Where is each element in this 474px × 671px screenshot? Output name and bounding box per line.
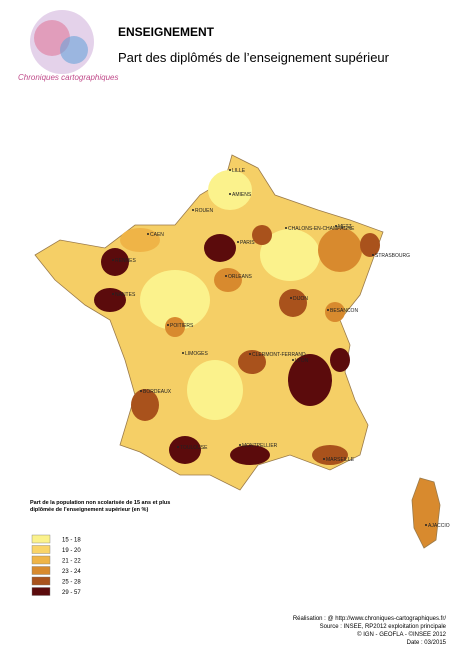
credit: Date : 03/2015 xyxy=(407,640,447,646)
credits: Réalisation : @ http://www.chroniques-ca… xyxy=(293,616,447,646)
legend: Part de la population non scolarisée de … xyxy=(30,500,171,596)
city-label: NANTES xyxy=(115,292,136,298)
city-dot xyxy=(229,169,231,171)
city-dot xyxy=(167,324,169,326)
city-dot xyxy=(249,353,251,355)
legend-swatch xyxy=(31,534,51,544)
title: ENSEIGNEMENT xyxy=(118,25,215,39)
city-dot xyxy=(323,458,325,460)
city-label: BESANCON xyxy=(330,308,358,314)
logo-text: Chroniques cartographiques xyxy=(18,73,119,82)
city-label: BORDEAUX xyxy=(143,389,172,395)
map xyxy=(34,154,441,549)
city-dot xyxy=(147,233,149,235)
city-dot xyxy=(229,193,231,195)
city-dot xyxy=(177,446,179,448)
city-dot xyxy=(290,297,292,299)
legend-label: 15 - 18 xyxy=(62,538,81,544)
city-dot xyxy=(112,293,114,295)
city-dot xyxy=(285,227,287,229)
legend-swatch xyxy=(31,576,51,586)
city-label: LIMOGES xyxy=(185,351,208,357)
legend-label: 21 - 22 xyxy=(62,559,81,565)
city-dot xyxy=(425,524,427,526)
city-dot xyxy=(192,209,194,211)
city-label: RENNES xyxy=(115,258,137,264)
city-label: TOULOUSE xyxy=(180,445,208,451)
city-dot xyxy=(292,359,294,361)
city-label: MONTPELLIER xyxy=(242,443,278,449)
city-dot xyxy=(112,259,114,261)
legend-swatch xyxy=(31,555,51,565)
city-label: AJACCIO xyxy=(428,523,450,529)
city-labels: LILLE AMIENS ROUEN CAEN CHALONS-EN-CHAMPAGNE… xyxy=(112,168,450,529)
legend-swatch xyxy=(31,587,51,596)
city-dot xyxy=(140,390,142,392)
city-dot xyxy=(182,352,184,354)
subtitle: Part des diplômés de l’enseignement supé… xyxy=(118,50,390,65)
city-label: LILLE xyxy=(232,168,246,174)
legend-label: 23 - 24 xyxy=(62,569,81,575)
city-label: POITIERS xyxy=(170,323,194,329)
credit: Source : INSEE, RP2012 exploitation prin… xyxy=(320,624,447,630)
legend-title: Part de la population non scolarisée de … xyxy=(30,500,171,513)
legend-swatch xyxy=(31,566,51,575)
city-label: AMIENS xyxy=(232,192,252,198)
city-label: CHALONS-EN-CHAMPAGNE xyxy=(288,226,355,232)
legend-label: 25 - 28 xyxy=(62,580,81,586)
city-label: ORLEANS xyxy=(228,274,253,280)
credit: Réalisation : @ http://www.chroniques-ca… xyxy=(293,616,446,622)
city-dot xyxy=(335,225,337,227)
legend-items: 15 - 18 19 - 20 21 - 22 23 - 24 25 - 28 29 - … xyxy=(31,534,81,596)
city-label: STRASBOURG xyxy=(375,253,410,259)
city-label: ROUEN xyxy=(195,208,213,214)
city-dot xyxy=(372,254,374,256)
legend-swatch xyxy=(31,545,51,554)
city-dot xyxy=(239,444,241,446)
city-label: CLERMONT-FERRAND xyxy=(252,352,306,358)
legend-label: 19 - 20 xyxy=(62,548,81,554)
city-dot xyxy=(225,275,227,277)
legend-label: 29 - 57 xyxy=(62,590,81,596)
city-label: LYON xyxy=(295,358,309,364)
city-dot xyxy=(327,309,329,311)
city-dot xyxy=(237,241,239,243)
credit: © IGN - GEOFLA - ©INSEE 2012 xyxy=(357,631,447,638)
city-label: CAEN xyxy=(150,232,164,238)
city-label: METZ xyxy=(338,224,352,230)
city-label: DIJON xyxy=(293,296,308,302)
city-label: MARSEILLE xyxy=(326,457,355,463)
city-label: PARIS xyxy=(240,240,255,246)
logo: Chroniques cartographiques xyxy=(18,10,119,82)
